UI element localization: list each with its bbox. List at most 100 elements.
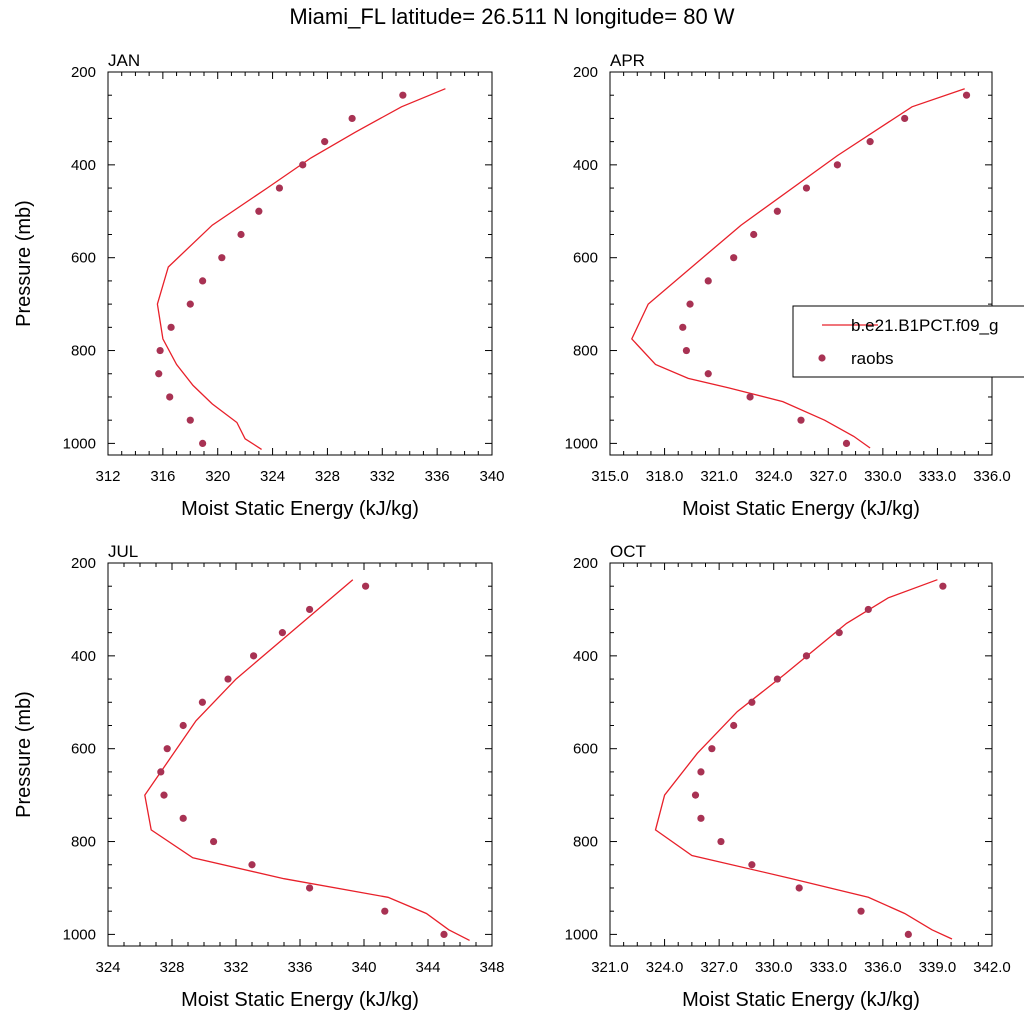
- raobs-point: [210, 837, 218, 846]
- legend-model-label: b.e21.B1PCT.f09_g: [851, 316, 998, 335]
- raobs-point: [864, 605, 872, 614]
- x-tick-label: 340: [479, 468, 504, 485]
- raobs-point: [186, 300, 194, 308]
- y-tick-label: 800: [71, 343, 96, 360]
- raobs-point: [306, 884, 314, 892]
- x-tick-label: 340: [351, 959, 376, 976]
- x-tick-label: 348: [479, 959, 504, 976]
- legend-obs-label: raobs: [851, 349, 894, 368]
- y-tick-label: 600: [71, 250, 96, 267]
- raobs-point: [939, 582, 947, 590]
- y-axis-label: Pressure (mb): [13, 691, 35, 818]
- raobs-point: [275, 184, 284, 192]
- raobs-point: [833, 161, 841, 169]
- main-title: Miami_FL latitude= 26.511 N longitude= 8…: [289, 4, 735, 29]
- raobs-point: [399, 91, 407, 99]
- raobs-point: [748, 861, 756, 869]
- raobs-point: [962, 91, 971, 99]
- raobs-point: [186, 416, 194, 424]
- x-tick-label: 318.0: [646, 468, 684, 485]
- raobs-point: [348, 114, 356, 123]
- y-axis-label: Pressure (mb): [13, 200, 35, 327]
- raobs-point: [704, 277, 712, 285]
- model-line: [144, 579, 470, 941]
- x-tick-label: 320: [205, 468, 230, 485]
- x-tick-label: 324.0: [755, 468, 793, 485]
- x-tick-label: 327.0: [700, 959, 738, 976]
- x-tick-label: 330.0: [755, 959, 793, 976]
- x-tick-label: 333.0: [919, 468, 957, 485]
- raobs-point: [802, 184, 811, 192]
- panel-title: OCT: [610, 542, 646, 561]
- raobs-point: [199, 439, 207, 447]
- raobs-point: [237, 230, 245, 239]
- panel-title: APR: [610, 51, 645, 70]
- plot-frame: [609, 71, 993, 456]
- raobs-point: [306, 605, 314, 614]
- model-line: [631, 88, 965, 449]
- raobs-point: [866, 138, 874, 146]
- y-tick-label: 1000: [565, 926, 598, 943]
- y-tick-label: 600: [71, 741, 96, 758]
- y-tick-label: 800: [71, 834, 96, 851]
- raobs-point: [682, 346, 691, 355]
- y-tick-label: 1000: [565, 435, 598, 452]
- x-tick-label: 328: [159, 959, 184, 976]
- x-axis-label: Moist Static Energy (kJ/kg): [682, 989, 920, 1011]
- y-tick-label: 800: [573, 834, 598, 851]
- y-tick-label: 400: [573, 157, 598, 174]
- raobs-point: [679, 323, 687, 331]
- raobs-point: [218, 254, 226, 262]
- raobs-point: [166, 393, 174, 401]
- x-tick-label: 312: [95, 468, 120, 485]
- x-axis-label: Moist Static Energy (kJ/kg): [181, 989, 419, 1011]
- raobs-point: [708, 745, 716, 753]
- y-tick-label: 400: [71, 648, 96, 665]
- raobs-point: [802, 652, 811, 660]
- x-tick-label: 316: [150, 468, 175, 485]
- x-axis-label: Moist Static Energy (kJ/kg): [181, 498, 419, 520]
- raobs-point: [857, 907, 865, 915]
- y-tick-label: 200: [573, 555, 598, 572]
- x-tick-label: 332: [370, 468, 395, 485]
- raobs-point: [842, 439, 851, 447]
- raobs-point: [250, 652, 258, 660]
- raobs-point: [179, 814, 187, 822]
- raobs-point: [321, 138, 329, 146]
- x-tick-label: 324.0: [646, 959, 684, 976]
- y-tick-label: 1000: [63, 926, 96, 943]
- x-tick-label: 332: [223, 959, 248, 976]
- x-tick-label: 336.0: [864, 959, 902, 976]
- raobs-point: [697, 814, 705, 822]
- raobs-point: [160, 791, 168, 799]
- x-tick-label: 336: [425, 468, 450, 485]
- x-tick-label: 321.0: [591, 959, 629, 976]
- model-line: [654, 579, 953, 940]
- legend-box: [792, 305, 1024, 378]
- raobs-point: [381, 907, 389, 915]
- x-tick-label: 328: [315, 468, 340, 485]
- raobs-point: [730, 721, 738, 730]
- y-tick-label: 800: [573, 343, 598, 360]
- x-axis-label: Moist Static Energy (kJ/kg): [682, 498, 920, 520]
- raobs-point: [299, 161, 307, 169]
- raobs-point: [691, 791, 700, 799]
- panel-apr: 315.0 318.0 321.0 324.0 327.0 330.0 333.0 336.0…: [565, 51, 1011, 520]
- y-tick-label: 200: [573, 64, 598, 81]
- x-tick-label: 324: [260, 468, 285, 485]
- raobs-point: [773, 207, 781, 215]
- x-tick-label: 344: [415, 959, 440, 976]
- raobs-point: [797, 416, 805, 424]
- raobs-point: [686, 300, 694, 308]
- panel-title: JUL: [108, 542, 138, 561]
- raobs-point: [704, 370, 712, 378]
- model-line: [156, 88, 446, 450]
- x-tick-label: 327.0: [810, 468, 848, 485]
- y-tick-label: 600: [573, 741, 598, 758]
- raobs-point: [199, 277, 207, 285]
- raobs-point: [224, 675, 232, 683]
- y-tick-label: 200: [71, 555, 96, 572]
- x-tick-label: 321.0: [700, 468, 738, 485]
- raobs-point: [156, 346, 164, 355]
